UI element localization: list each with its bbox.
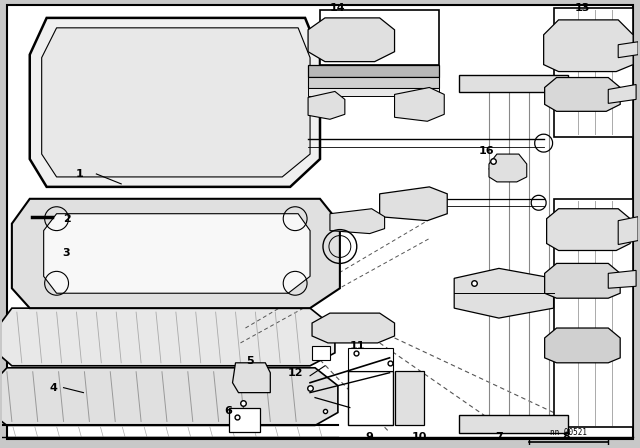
Text: 10: 10 <box>412 432 427 442</box>
Bar <box>228 408 260 432</box>
Bar <box>554 199 633 427</box>
Bar <box>308 77 439 88</box>
Polygon shape <box>545 328 620 363</box>
Polygon shape <box>545 263 620 298</box>
Polygon shape <box>0 308 335 366</box>
Text: 7: 7 <box>495 432 503 442</box>
Text: 14: 14 <box>330 3 346 13</box>
Text: 9: 9 <box>366 432 374 442</box>
Bar <box>308 88 439 96</box>
Polygon shape <box>547 209 630 250</box>
Text: 13: 13 <box>575 3 590 13</box>
Text: 3: 3 <box>63 249 70 258</box>
Polygon shape <box>308 18 394 62</box>
Polygon shape <box>308 91 345 119</box>
Bar <box>348 348 392 371</box>
Text: 5: 5 <box>246 356 254 366</box>
Bar <box>554 8 633 137</box>
Text: ^: ^ <box>616 437 624 448</box>
Text: 2: 2 <box>63 214 70 224</box>
Polygon shape <box>608 85 636 103</box>
Text: 16: 16 <box>479 146 495 156</box>
Bar <box>308 65 439 77</box>
Bar <box>459 74 568 92</box>
Polygon shape <box>545 78 620 111</box>
Text: 1: 1 <box>76 169 83 179</box>
Polygon shape <box>44 214 310 293</box>
Text: 8: 8 <box>563 432 570 442</box>
Text: 11: 11 <box>350 341 365 351</box>
Bar <box>394 371 424 426</box>
Text: 12: 12 <box>287 368 303 378</box>
Polygon shape <box>312 346 330 360</box>
Polygon shape <box>618 217 638 245</box>
Polygon shape <box>394 87 444 121</box>
Polygon shape <box>608 270 636 288</box>
Text: 4: 4 <box>50 383 58 392</box>
Polygon shape <box>29 18 320 187</box>
Polygon shape <box>543 20 633 72</box>
Polygon shape <box>232 363 270 392</box>
Polygon shape <box>380 187 447 221</box>
Polygon shape <box>312 313 394 343</box>
Text: 6: 6 <box>225 405 232 416</box>
Bar <box>320 10 439 65</box>
Bar <box>459 415 568 433</box>
Bar <box>348 371 392 426</box>
Polygon shape <box>330 209 385 233</box>
Polygon shape <box>489 154 527 182</box>
Text: nn 00521: nn 00521 <box>550 428 587 437</box>
Polygon shape <box>42 28 310 177</box>
Polygon shape <box>0 368 338 426</box>
Polygon shape <box>12 199 340 308</box>
Polygon shape <box>454 268 554 318</box>
Polygon shape <box>618 42 638 58</box>
